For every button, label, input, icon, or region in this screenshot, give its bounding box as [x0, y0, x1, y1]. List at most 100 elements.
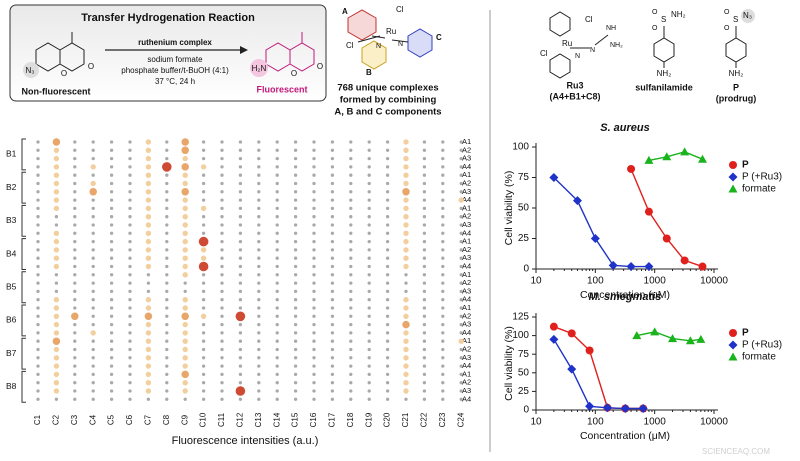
dot: [109, 223, 114, 227]
dot: [330, 256, 335, 260]
dot: [145, 205, 152, 212]
dot: [220, 389, 224, 393]
dot: [385, 298, 390, 302]
dot: [441, 198, 445, 202]
dot: [349, 215, 353, 219]
dot: [220, 148, 224, 152]
dot: [73, 289, 77, 294]
data-point: [620, 404, 630, 414]
dot: [441, 331, 445, 335]
dot: [293, 231, 298, 235]
dot: [36, 389, 40, 393]
dot: [145, 180, 152, 187]
dot: [145, 230, 152, 236]
dot: [257, 314, 261, 318]
dot: [91, 339, 95, 343]
dot: [73, 264, 77, 269]
dot: [312, 356, 316, 360]
dot: [91, 289, 95, 294]
dot: [349, 165, 353, 169]
row-label: A2: [462, 145, 471, 154]
dot: [459, 248, 463, 252]
dot: [91, 156, 95, 161]
dot: [109, 322, 114, 327]
dot: [109, 165, 114, 169]
row-label: A3: [462, 320, 471, 329]
dot: [293, 165, 298, 169]
series-line: [553, 326, 644, 410]
dot: [109, 239, 114, 244]
dot: [459, 331, 463, 335]
dot: [422, 215, 427, 219]
dot: [220, 264, 224, 269]
x-tick-label: 10: [530, 417, 542, 428]
dot: [128, 156, 132, 161]
dot: [128, 190, 132, 194]
dot: [349, 190, 353, 194]
dot: [145, 263, 152, 270]
atom-label: S: [661, 15, 666, 24]
dot: [293, 356, 298, 360]
dot: [73, 156, 77, 161]
dot: [73, 356, 77, 360]
dot: [73, 239, 77, 244]
dot: [441, 215, 445, 219]
dot: [385, 148, 390, 152]
dot: [128, 364, 132, 368]
dot: [441, 372, 445, 377]
dot: [257, 364, 261, 368]
dot: [73, 397, 77, 401]
dot: [459, 156, 463, 161]
dot: [128, 306, 132, 310]
dot: [403, 330, 409, 336]
dot: [441, 347, 445, 352]
dot: [275, 173, 279, 177]
dot: [367, 322, 371, 327]
arrow-head: [240, 46, 248, 54]
dot: [36, 239, 40, 244]
dot: [73, 140, 77, 144]
dot: [91, 273, 95, 277]
dot: [275, 190, 279, 194]
dot: [220, 165, 224, 169]
dot: [220, 273, 224, 277]
complex-structure: [347, 9, 433, 70]
x-tick-label: C7: [144, 414, 153, 425]
x-tick-label: C10: [199, 412, 208, 427]
dot: [367, 165, 371, 169]
dot: [385, 231, 390, 235]
dot: [201, 356, 206, 360]
dot: [293, 331, 298, 335]
x-tick-label: C17: [328, 412, 337, 427]
dot: [181, 146, 189, 155]
dot: [367, 223, 371, 227]
dot: [367, 372, 371, 377]
dot: [220, 223, 224, 227]
dot: [238, 256, 243, 260]
substrate-structure: [23, 32, 85, 78]
dot: [109, 198, 114, 202]
dot: [349, 156, 353, 161]
dot: [422, 140, 427, 144]
dot: [146, 289, 151, 294]
dot: [36, 347, 40, 352]
dot: [182, 388, 188, 394]
dot: [312, 215, 316, 219]
x-tick-label: C1: [33, 414, 42, 425]
dot: [257, 356, 261, 360]
dot: [422, 339, 427, 343]
dot: [459, 397, 463, 401]
dot: [91, 256, 95, 260]
dot: [367, 298, 371, 302]
dot: [367, 215, 371, 219]
dot: [385, 289, 390, 294]
dot: [145, 214, 152, 220]
dot: [257, 206, 261, 211]
data-point: [627, 164, 636, 173]
dot: [182, 330, 188, 336]
dot: [349, 306, 353, 310]
dot: [257, 298, 261, 302]
group-bracket: [21, 138, 26, 171]
dot: [53, 197, 60, 203]
dot: [183, 281, 187, 285]
